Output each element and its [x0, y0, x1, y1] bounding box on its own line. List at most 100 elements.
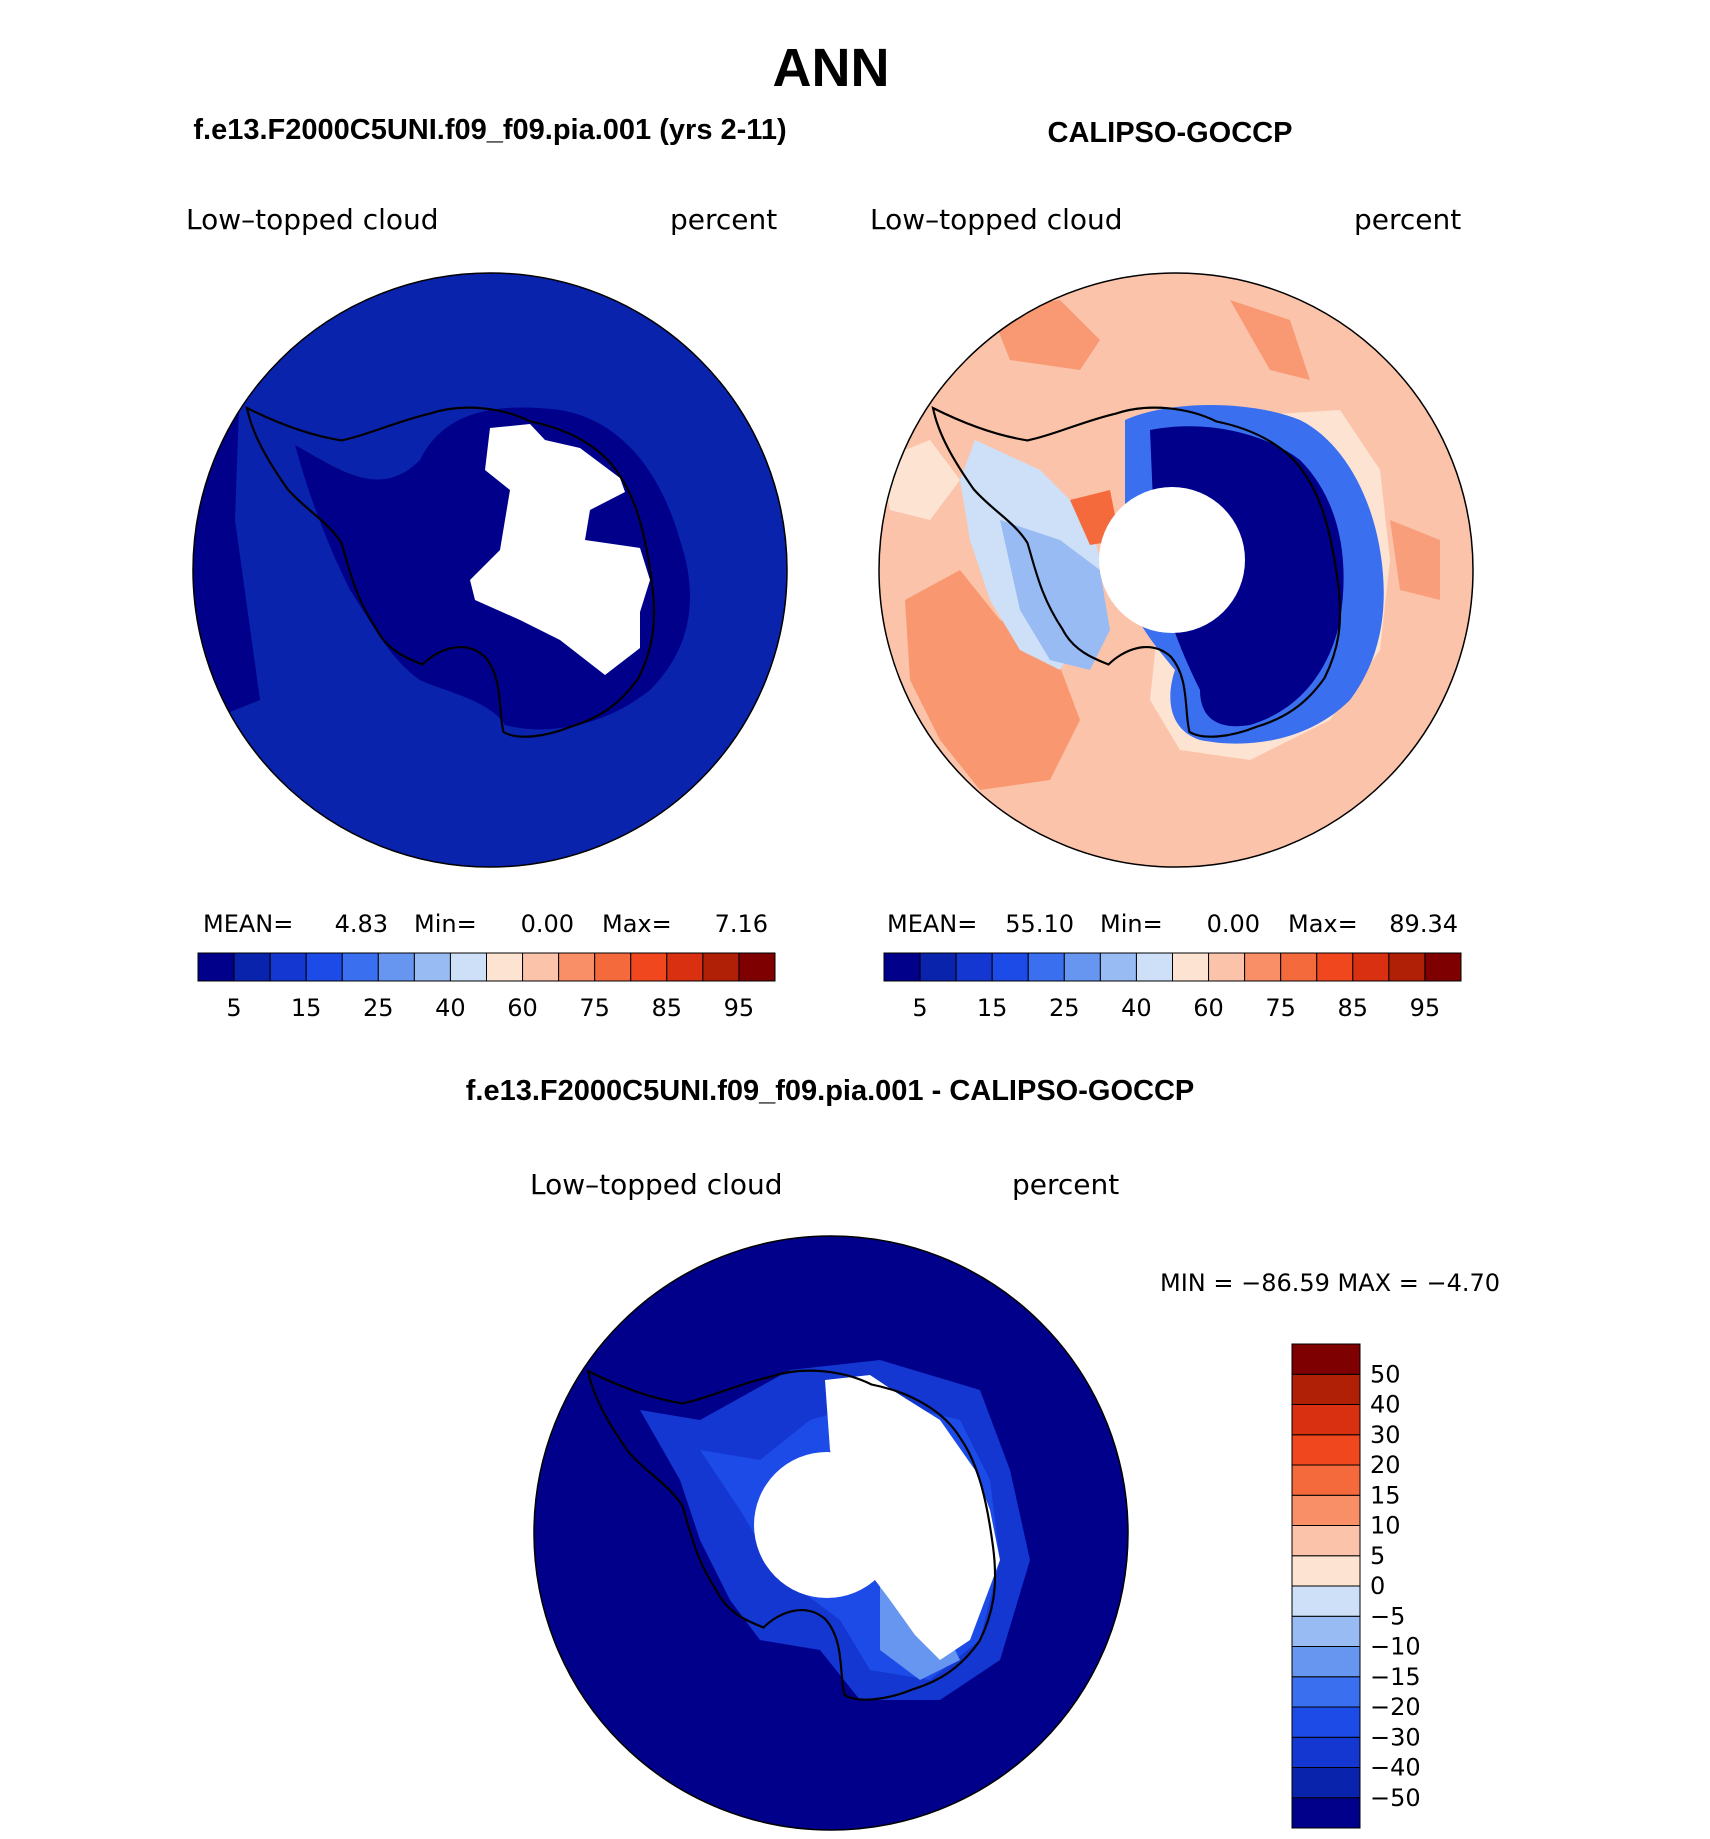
- diff-colorbar-tick-label: 15: [1370, 1481, 1401, 1509]
- diff-colorbar-tick-label: −20: [1370, 1693, 1421, 1721]
- obs-colorbar-swatch: [1208, 952, 1246, 982]
- model-units-label: percent: [670, 203, 777, 236]
- model-colorbar-tick-label: 60: [507, 994, 538, 1022]
- diff-variable-label: Low–topped cloud: [530, 1168, 783, 1201]
- obs-colorbar-swatch: [1424, 952, 1462, 982]
- left-panel-title: f.e13.F2000C5UNI.f09_f09.pia.001 (yrs 2-…: [193, 114, 786, 146]
- diff-colorbar-tick-label: 5: [1370, 1542, 1385, 1570]
- diff-polar-hole: [754, 1452, 900, 1598]
- diff-colorbar-tick-label: 20: [1370, 1451, 1401, 1479]
- diff-colorbar-swatch: [1291, 1676, 1361, 1708]
- obs-colorbar-tick-label: 95: [1410, 994, 1441, 1022]
- model-colorbar-tick-label: 15: [291, 994, 322, 1022]
- obs-colorbar-swatch: [1316, 952, 1354, 982]
- obs-colorbar-swatch: [883, 952, 921, 982]
- diff-units-label: percent: [1012, 1168, 1119, 1201]
- model-map-border: [192, 272, 788, 868]
- diff-colorbar-swatch: [1291, 1434, 1361, 1466]
- right-panel-title: CALIPSO-GOCCP: [1048, 117, 1293, 149]
- diff-colorbar-swatch: [1291, 1797, 1361, 1829]
- diff-panel-title: f.e13.F2000C5UNI.f09_f09.pia.001 - CALIP…: [466, 1075, 1194, 1107]
- model-panel: Low–topped cloud percent MEAN= 4.83 Min=…: [186, 203, 788, 1022]
- obs-colorbar-swatch: [1172, 952, 1210, 982]
- obs-colorbar-swatch: [1244, 952, 1282, 982]
- model-colorbar-tick-label: 40: [435, 994, 466, 1022]
- diff-colorbar-swatch: [1291, 1767, 1361, 1799]
- obs-colorbar: 5 15 25 40 60 75 85 95: [883, 952, 1462, 1022]
- diff-colorbar-swatch: [1291, 1494, 1361, 1526]
- model-colorbar-swatch: [269, 952, 307, 982]
- model-colorbar-swatch: [738, 952, 776, 982]
- model-colorbar-tick-label: 5: [226, 994, 241, 1022]
- obs-colorbar-swatch: [1027, 952, 1065, 982]
- model-colorbar-swatch: [486, 952, 524, 982]
- model-variable-label: Low–topped cloud: [186, 203, 439, 236]
- obs-colorbar-tick-label: 60: [1193, 994, 1224, 1022]
- model-colorbar-tick-label: 95: [724, 994, 755, 1022]
- model-colorbar-tick-label: 25: [363, 994, 394, 1022]
- model-colorbar-swatch: [522, 952, 560, 982]
- model-max-label: Max=: [602, 910, 672, 938]
- diff-colorbar-swatch: [1291, 1706, 1361, 1738]
- obs-min-label: Min=: [1100, 910, 1163, 938]
- diff-colorbar-tick-label: −10: [1370, 1633, 1421, 1661]
- obs-warm-patch-ne: [1230, 300, 1310, 380]
- model-colorbar-swatch: [594, 952, 632, 982]
- diff-colorbar-swatch: [1291, 1646, 1361, 1678]
- figure-title: ANN: [773, 38, 890, 98]
- obs-max-label: Max=: [1288, 910, 1358, 938]
- model-colorbar: 5 15 25 40 60 75 85 95: [197, 952, 776, 1022]
- diff-panel: Low–topped cloud percent MIN = −86.59 MA…: [530, 1168, 1500, 1831]
- obs-polar-hole: [1099, 487, 1245, 633]
- model-colorbar-tick-label: 85: [652, 994, 683, 1022]
- diff-colorbar-swatch: [1291, 1343, 1361, 1375]
- model-colorbar-swatch: [305, 952, 343, 982]
- obs-mean-label: MEAN=: [887, 910, 977, 938]
- model-colorbar-swatch: [630, 952, 668, 982]
- diff-colorbar-tick-label: −15: [1370, 1663, 1421, 1691]
- model-colorbar-swatch: [233, 952, 271, 982]
- diff-colorbar-tick-label: 50: [1370, 1360, 1401, 1388]
- obs-colorbar-swatch: [1280, 952, 1318, 982]
- model-colorbar-swatch: [449, 952, 487, 982]
- diff-colorbar-tick-label: −30: [1370, 1723, 1421, 1751]
- obs-colorbar-swatch: [955, 952, 993, 982]
- obs-colorbar-swatch: [1352, 952, 1390, 982]
- obs-colorbar-tick-label: 15: [977, 994, 1008, 1022]
- model-min-value: 0.00: [521, 910, 574, 938]
- obs-colorbar-tick-label: 85: [1338, 994, 1369, 1022]
- model-colorbar-swatch: [558, 952, 596, 982]
- model-mean-value: 4.83: [335, 910, 388, 938]
- obs-variable-label: Low–topped cloud: [870, 203, 1123, 236]
- obs-colorbar-swatch: [1135, 952, 1173, 982]
- diff-colorbar-tick-label: −50: [1370, 1784, 1421, 1812]
- model-colorbar-swatch: [702, 952, 740, 982]
- obs-colorbar-tick-label: 5: [912, 994, 927, 1022]
- model-mean-label: MEAN=: [203, 910, 293, 938]
- obs-units-label: percent: [1354, 203, 1461, 236]
- obs-max-value: 89.34: [1389, 910, 1458, 938]
- model-colorbar-swatch: [377, 952, 415, 982]
- diff-colorbar-swatch: [1291, 1736, 1361, 1768]
- obs-colorbar-swatch: [1388, 952, 1426, 982]
- model-colorbar-swatch: [197, 952, 235, 982]
- diff-colorbar-tick-label: 40: [1370, 1391, 1401, 1419]
- obs-panel: Low–topped cloud percent MEAN= 55.10 Min…: [870, 203, 1474, 1022]
- diff-colorbar-swatch: [1291, 1555, 1361, 1587]
- diff-colorbar-swatch: [1291, 1615, 1361, 1647]
- diff-colorbar-tick-label: −40: [1370, 1754, 1421, 1782]
- obs-colorbar-swatch: [991, 952, 1029, 982]
- model-colorbar-tick-label: 75: [579, 994, 610, 1022]
- obs-map: [879, 273, 1473, 867]
- obs-colorbar-tick-label: 25: [1049, 994, 1080, 1022]
- obs-colorbar-swatch: [1063, 952, 1101, 982]
- model-min-label: Min=: [414, 910, 477, 938]
- diff-map-border: [533, 1235, 1129, 1831]
- obs-colorbar-swatch: [1099, 952, 1137, 982]
- obs-warm-patch-sw: [905, 570, 1080, 790]
- model-colorbar-swatch: [341, 952, 379, 982]
- obs-warm-patch-e: [1390, 520, 1440, 600]
- model-colorbar-swatch: [666, 952, 704, 982]
- model-map: [193, 273, 787, 867]
